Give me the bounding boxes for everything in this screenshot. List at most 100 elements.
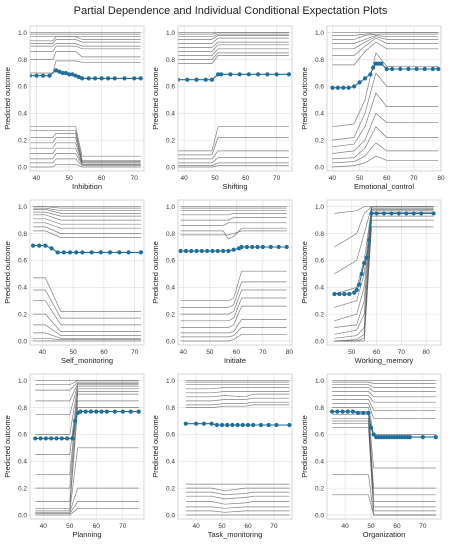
ice-line [332,413,436,489]
subplot-planning: 0.0 0.2 0.4 0.6 0.8 1.0 40 50 60 70 Planning Predic… [3,373,145,539]
pd-point [74,250,79,255]
ice-line [180,281,287,308]
ice-line [33,207,141,212]
x-tick-label: 40 [342,523,350,530]
pd-point [258,422,264,428]
pd-point [63,70,68,76]
pd-point [369,211,374,216]
pd-point [104,409,109,414]
pd-point [364,255,369,260]
ice-line [180,333,287,342]
ice-line [30,158,141,166]
x-axis-label: Inhibition [72,182,102,191]
pd-point [138,76,143,81]
plot-area [178,26,292,171]
ice-line [30,126,141,157]
ice-line [178,48,289,56]
ice-line [30,60,141,74]
x-tick-label: 60 [383,175,391,182]
ice-line [180,222,287,226]
ice-line [30,39,141,44]
pd-point [436,66,441,72]
ice-line [30,163,141,168]
ice-line [178,37,289,44]
ice-line [33,226,141,234]
ice-line [178,33,289,38]
ice-line [332,403,436,419]
y-tick-label: 0.2 [315,485,324,492]
pd-point [55,250,60,255]
x-tick-label: 70 [398,349,406,356]
y-tick-label: 0.0 [315,338,324,345]
y-tick-label: 1.0 [166,30,175,37]
pd-point [136,409,141,414]
ice-line [178,32,289,35]
pd-point [422,66,427,72]
ice-line [185,397,290,402]
x-tick-label: 60 [373,349,381,356]
y-tick-label: 0.6 [166,84,175,91]
data-layer [330,32,441,168]
ice-line [332,41,439,66]
ice-line [180,230,287,236]
pd-point [80,76,85,81]
x-tick-label: 50 [218,523,226,530]
ice-line [35,507,139,516]
pd-point [255,244,260,250]
x-tick-label: 60 [242,175,250,182]
ice-line [33,214,141,221]
x-tick-label: 60 [393,523,401,530]
ice-line [185,387,290,390]
ice-line [178,137,289,156]
pd-point [76,74,81,80]
pd-point [122,76,127,81]
x-tick-label: 60 [100,349,108,356]
pd-point [396,211,401,216]
x-tick-label: 50 [211,175,219,182]
pd-point [404,211,409,216]
pd-point [220,248,226,254]
pd-point [361,410,366,416]
x-tick-label: 40 [193,523,201,530]
pd-point [354,287,359,293]
data-layer [330,380,438,516]
pd-point [78,409,83,414]
y-tick-label: 0.4 [166,459,175,466]
pd-point [226,248,231,254]
plot-area [30,374,144,519]
ice-line [332,494,436,516]
x-axis-label: Working_memory [355,356,414,365]
y-tick-label: 0.2 [166,311,175,318]
y-tick-label: 0.2 [315,311,324,318]
y-tick-label: 0.8 [18,405,27,412]
pd-point [431,211,436,216]
subplot-self-monitoring: 0.0 0.2 0.4 0.6 0.8 1.0 40 50 60 70 Self_monitorin… [3,199,145,365]
x-tick-label: 60 [98,175,106,182]
ice-line [33,337,141,340]
x-tick-label: 50 [66,523,74,530]
pd-point [371,432,376,437]
pd-point [390,66,395,72]
ice-line [178,44,289,52]
ice-line [35,381,139,391]
x-tick-label: 40 [181,175,189,182]
pd-point [357,282,362,287]
y-axis-label: Predicted outcome [3,67,12,130]
y-tick-label: 0.0 [166,512,175,519]
pd-point [367,238,372,243]
subplot-shifting: 0.0 0.2 0.4 0.6 0.8 1.0 40 50 60 70 Shifting Predic… [151,25,293,191]
y-tick-label: 0.4 [166,285,175,292]
pd-point [189,248,194,254]
pd-point [70,436,75,441]
pd-point [389,211,394,216]
pd-point [49,246,54,251]
pd-point [265,72,270,77]
ice-line [332,32,439,36]
ice-line [332,112,439,154]
ice-line [185,404,290,408]
y-tick-label: 0.6 [315,258,324,265]
x-tick-label: 70 [419,523,427,530]
ice-line [185,495,290,500]
ice-line [178,150,289,160]
pd-point [209,421,214,426]
